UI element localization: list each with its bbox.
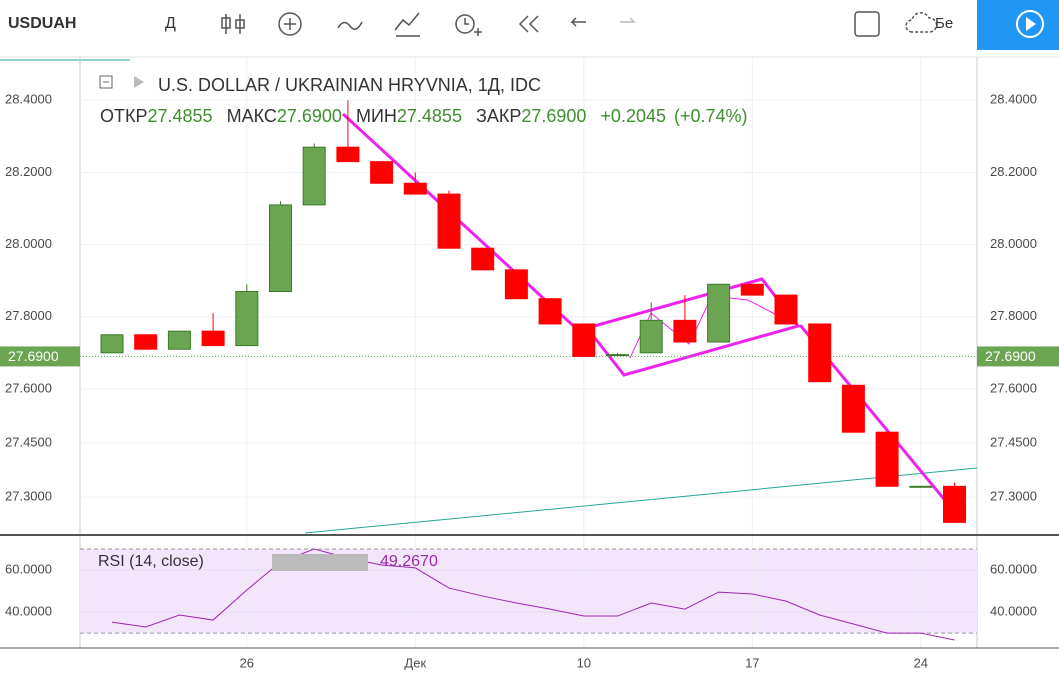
y-tick-label: 40.0000 bbox=[990, 603, 1037, 618]
x-tick-label: 10 bbox=[577, 655, 591, 670]
x-tick-label: 24 bbox=[914, 655, 928, 670]
candle-body bbox=[302, 146, 326, 206]
header-item: +0.2045 bbox=[600, 106, 666, 126]
flag-icon bbox=[134, 76, 144, 88]
candle-body bbox=[909, 485, 933, 488]
candle-body bbox=[403, 182, 427, 195]
candle-body bbox=[336, 146, 360, 163]
candle-body bbox=[943, 485, 966, 523]
y-tick-label: 27.4500 bbox=[990, 434, 1037, 449]
candle-body bbox=[841, 384, 865, 433]
y-tick-label: 40.0000 bbox=[5, 603, 52, 618]
interval[interactable]: Д bbox=[165, 15, 176, 32]
rsi-controls[interactable] bbox=[272, 554, 368, 571]
candle-body bbox=[538, 298, 562, 325]
candle-body bbox=[740, 283, 764, 296]
y-tick-label: 28.0000 bbox=[5, 236, 52, 251]
play-icon bbox=[1026, 17, 1036, 31]
y-tick-label: 27.3000 bbox=[5, 489, 52, 504]
rsi-line bbox=[111, 548, 955, 641]
price-label: 27.6900 bbox=[985, 348, 1036, 364]
y-tick-label: 27.4500 bbox=[5, 434, 52, 449]
candle-body bbox=[269, 204, 292, 292]
collapse-icon[interactable] bbox=[99, 75, 113, 89]
candle-body bbox=[875, 431, 899, 487]
cloud-label[interactable]: Бе bbox=[935, 15, 953, 32]
header-item: МАКС bbox=[227, 106, 277, 126]
y-tick-label: 27.6000 bbox=[5, 380, 52, 395]
rsi-name: RSI (14, close) bbox=[98, 553, 204, 570]
drawings bbox=[341, 112, 965, 523]
y-tick-label: 60.0000 bbox=[990, 561, 1037, 576]
toolbar bbox=[0, 0, 1059, 57]
series-title: U.S. DOLLAR / UKRAINIAN HRYVNIA, 1Д, IDC bbox=[158, 75, 541, 95]
header-item: (+0.74%) bbox=[674, 106, 748, 126]
candle-body bbox=[100, 334, 124, 354]
price-label-bg bbox=[977, 346, 1059, 367]
candle-body bbox=[572, 323, 596, 357]
y-tick-label: 28.4000 bbox=[990, 92, 1037, 107]
trend-line bbox=[304, 467, 978, 534]
candle-body bbox=[639, 319, 663, 354]
candle-body bbox=[437, 193, 461, 249]
candle-body bbox=[201, 330, 225, 347]
y-tick-label: 27.6000 bbox=[990, 380, 1037, 395]
y-tick-label: 60.0000 bbox=[5, 561, 52, 576]
candle-body bbox=[504, 269, 528, 300]
candle-body bbox=[134, 334, 158, 350]
header-item: ОТКР bbox=[100, 106, 148, 126]
candle-body bbox=[606, 354, 629, 357]
y-tick-label: 27.8000 bbox=[990, 308, 1037, 323]
header-item: 27.4855 bbox=[397, 106, 462, 126]
header-item: 27.4855 bbox=[148, 106, 213, 126]
y-tick-label: 27.8000 bbox=[5, 308, 52, 323]
candle-body bbox=[370, 161, 394, 184]
rsi-band bbox=[80, 548, 977, 634]
candle-body bbox=[673, 319, 697, 343]
y-tick-label: 28.2000 bbox=[5, 164, 52, 179]
header-item: МИН bbox=[356, 106, 397, 126]
candle-body bbox=[774, 294, 798, 325]
header-item: 27.6900 bbox=[277, 106, 342, 126]
x-tick-label: Дек bbox=[404, 655, 426, 670]
price-label-bg bbox=[0, 346, 80, 367]
candle-body bbox=[471, 247, 495, 271]
y-tick-label: 28.4000 bbox=[5, 92, 52, 107]
price-label: 27.6900 bbox=[8, 348, 59, 364]
candle-body bbox=[235, 290, 259, 347]
x-tick-label: 26 bbox=[240, 655, 254, 670]
candle-body bbox=[707, 283, 731, 343]
y-tick-label: 27.3000 bbox=[990, 489, 1037, 504]
y-tick-label: 28.0000 bbox=[990, 236, 1037, 251]
ohlc-header: ОТКР27.4855 МАКС27.6900 МИН27.4855 ЗАКР27.6… bbox=[100, 106, 748, 126]
rsi-value: 49.2670 bbox=[380, 553, 438, 570]
candle-body bbox=[808, 323, 832, 383]
toolbar-icons[interactable] bbox=[221, 11, 938, 37]
header-item: ЗАКР bbox=[476, 106, 521, 126]
y-tick-label: 28.2000 bbox=[990, 164, 1037, 179]
symbol[interactable]: USDUAH bbox=[8, 15, 76, 32]
candle-body bbox=[167, 330, 191, 350]
header-item: 27.6900 bbox=[521, 106, 586, 126]
x-tick-label: 17 bbox=[745, 655, 759, 670]
play-icon bbox=[1016, 10, 1044, 38]
